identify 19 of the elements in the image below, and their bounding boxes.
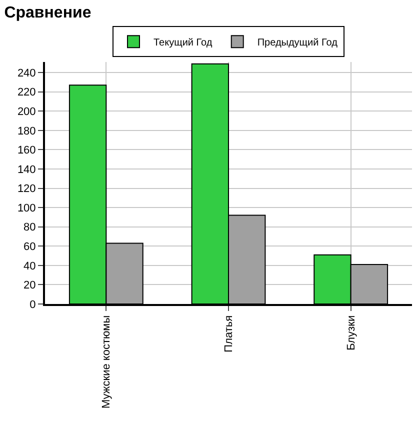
y-tick-label: 80 bbox=[24, 222, 36, 234]
y-tick-label: 20 bbox=[24, 280, 36, 292]
y-tick-label: 180 bbox=[17, 125, 36, 138]
y-tick-label: 60 bbox=[24, 241, 36, 253]
y-tick-label: 200 bbox=[17, 106, 36, 118]
x-tick-label: Блузки bbox=[345, 315, 358, 350]
y-tick-label: 120 bbox=[17, 183, 36, 196]
x-tick-label: Платья bbox=[223, 315, 236, 352]
y-tick-label: 240 bbox=[17, 67, 36, 80]
y-tick-label: 140 bbox=[17, 164, 36, 176]
x-tick-label: Мужские костюмы bbox=[100, 315, 113, 408]
y-tick-label: 160 bbox=[17, 144, 36, 157]
y-tick-label: 40 bbox=[24, 260, 36, 272]
y-tick-label: 220 bbox=[17, 86, 36, 99]
y-tick-label: 0 bbox=[30, 298, 36, 311]
chart-title: Сравнение bbox=[4, 4, 92, 22]
legend-label: Текущий Год bbox=[154, 38, 212, 49]
y-tick-label: 100 bbox=[17, 202, 36, 214]
legend-label: Предыдущий Год bbox=[257, 38, 338, 49]
